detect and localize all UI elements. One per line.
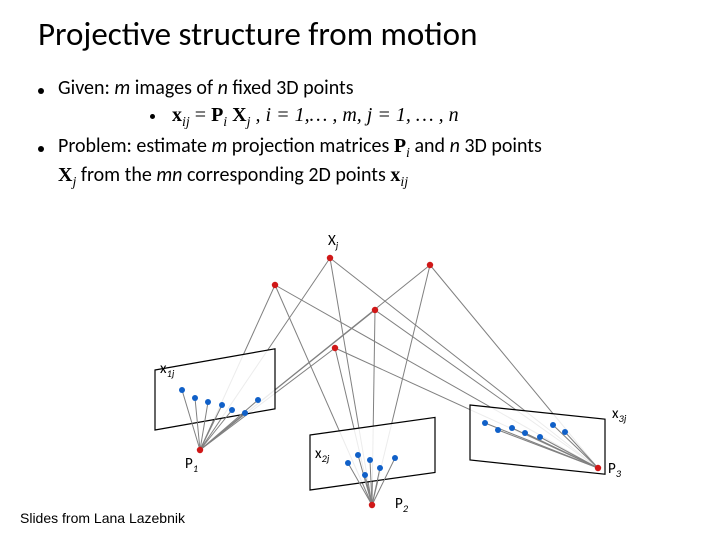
b2-n: n — [450, 134, 460, 158]
b2-d: 3D points — [460, 134, 542, 158]
bullet-1: Given: m images of n fixed 3D points — [38, 76, 354, 100]
bullet1-text-c: fixed 3D points — [228, 76, 354, 100]
eq-range: , i = 1,… , m, j = 1, … , n — [251, 104, 459, 126]
eq-i: i — [223, 115, 227, 130]
equation: xij = Pi Xj , i = 1,… , m, j = 1, … , n — [150, 104, 459, 131]
b2-b: projection matrices — [227, 134, 394, 158]
eq-eq: = — [190, 104, 211, 126]
sfm-diagram: Xjx1jP1x2jP2x3jP3 — [0, 230, 720, 520]
bullet1-m: m — [114, 76, 130, 100]
eq-x: x — [172, 104, 182, 126]
b2-mn: mn — [156, 163, 182, 187]
b2-f: corresponding 2D points — [182, 163, 390, 187]
b2-c: and — [410, 134, 450, 158]
bullet-dot-icon-2 — [38, 146, 44, 152]
b2-xij: ij — [400, 175, 408, 190]
slide-title: Projective structure from motion — [38, 14, 477, 54]
b2-m: m — [211, 134, 227, 158]
bullet1-n: n — [218, 76, 228, 100]
credit-line: Slides from Lana Lazebnik — [20, 510, 185, 526]
b2-X: X — [58, 164, 72, 186]
eq-ij: ij — [182, 115, 190, 130]
eq-X2: X — [232, 104, 246, 126]
bullet1-text-b: images of — [130, 76, 217, 100]
bullet-dot-icon — [38, 88, 44, 94]
sub-bullet-dot-icon — [150, 114, 155, 119]
bullet1-text-a: Given: — [58, 76, 114, 100]
eq-P: P — [211, 104, 223, 126]
b2-a: Problem: estimate — [58, 134, 211, 158]
b2-x: x — [390, 164, 400, 186]
b2-P: P — [394, 135, 406, 157]
b2-e: from the — [76, 163, 156, 187]
bullet-2: Problem: estimate m projection matrices … — [38, 134, 678, 191]
